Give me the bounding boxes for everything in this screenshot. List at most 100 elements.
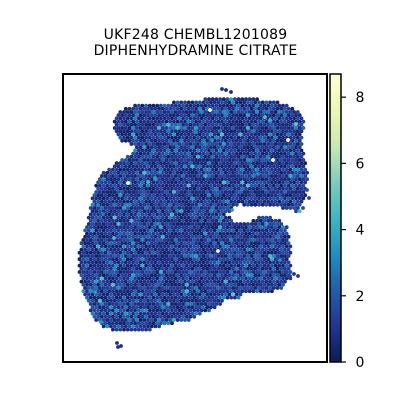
tissue-spot (218, 186, 223, 191)
tissue-spot (122, 110, 126, 114)
tissue-spot (214, 186, 219, 191)
tissue-spot (251, 231, 256, 236)
tissue-spot (133, 250, 138, 255)
tissue-spot (131, 215, 136, 220)
tissue-spot (233, 199, 237, 204)
tissue-spot (194, 209, 199, 214)
tissue-spot (212, 260, 217, 265)
tissue-spot (270, 129, 274, 134)
tissue-spot (160, 298, 165, 303)
tissue-spot (257, 145, 261, 150)
tissue-spot (275, 222, 280, 226)
tissue-spot (201, 132, 206, 137)
tissue-spot (166, 193, 171, 198)
tissue-spot (246, 266, 250, 271)
tissue-spot (260, 196, 265, 201)
tissue-spot (236, 116, 241, 121)
tissue-spot (190, 273, 195, 278)
tissue-spot (172, 254, 176, 258)
tissue-spot (273, 282, 278, 287)
tissue-spot (199, 244, 204, 249)
tissue-spot (236, 103, 241, 108)
tissue-spot (79, 247, 84, 252)
tissue-spot (220, 106, 224, 111)
tissue-spot (216, 298, 221, 303)
tissue-spot (147, 257, 152, 262)
tissue-spot (233, 135, 237, 140)
tissue-spot (231, 234, 236, 239)
tissue-spot (225, 250, 230, 255)
tissue-spot (147, 167, 152, 172)
tissue-spot (164, 202, 169, 207)
tissue-spot (181, 135, 186, 140)
tissue-spot (136, 244, 141, 249)
tissue-spot (196, 103, 200, 108)
tissue-spot (220, 196, 224, 201)
tissue-spot (264, 100, 269, 105)
tissue-spot (114, 308, 119, 313)
tissue-spot (188, 314, 193, 319)
tissue-spot (112, 279, 117, 284)
tissue-spot (297, 119, 302, 124)
tissue-spot (98, 273, 102, 278)
tissue-spot (201, 177, 206, 182)
tissue-spot (162, 148, 167, 153)
tissue-spot (260, 138, 265, 143)
tissue-spot (257, 222, 261, 226)
tissue-spot (251, 250, 256, 255)
tissue-spot (260, 119, 265, 124)
tissue-spot (227, 266, 232, 271)
tissue-spot (253, 260, 258, 265)
tissue-spot (207, 135, 211, 140)
tissue-spot (288, 161, 293, 166)
tissue-spot (286, 151, 291, 156)
tissue-spot (151, 129, 156, 134)
tissue-spot (294, 196, 298, 201)
tissue-spot (246, 119, 250, 124)
tissue-spot (135, 260, 139, 265)
tissue-spot (144, 206, 149, 210)
tissue-spot (257, 183, 261, 188)
tissue-spot (153, 126, 158, 130)
tissue-spot (105, 318, 110, 322)
tissue-spot (125, 244, 130, 249)
tissue-spot (79, 254, 84, 258)
tissue-spot (123, 170, 128, 175)
tissue-spot (251, 97, 256, 102)
tissue-spot (244, 193, 248, 198)
tissue-spot (210, 148, 215, 153)
tissue-spot (144, 263, 149, 268)
tissue-spot (175, 106, 180, 111)
tissue-spot (136, 327, 141, 332)
tissue-spot (90, 292, 95, 297)
tissue-spot (111, 167, 115, 172)
tissue-spot (179, 119, 184, 124)
tissue-spot (149, 260, 154, 265)
tissue-spot (173, 231, 178, 236)
tissue-spot (99, 257, 104, 262)
tissue-spot (281, 244, 285, 249)
tissue-spot (294, 164, 298, 169)
tissue-spot (149, 222, 154, 226)
tissue-spot (181, 110, 186, 114)
tissue-spot (218, 225, 223, 230)
tissue-spot (188, 148, 193, 153)
tissue-spot (273, 218, 278, 223)
tissue-spot (99, 244, 104, 249)
tissue-spot (225, 257, 230, 262)
tissue-spot (194, 190, 199, 194)
tissue-spot (164, 126, 169, 130)
tissue-spot (123, 305, 128, 310)
tissue-spot (159, 110, 163, 114)
tissue-spot (109, 292, 113, 297)
tissue-spot (286, 145, 291, 150)
tissue-spot (120, 305, 124, 310)
tissue-spot (125, 167, 130, 172)
tissue-spot (164, 113, 169, 118)
tissue-spot (253, 286, 258, 290)
tissue-spot (149, 158, 154, 162)
tissue-spot (127, 170, 132, 175)
tissue-spot (166, 148, 171, 153)
tissue-spot (244, 225, 248, 230)
tissue-spot (294, 158, 298, 162)
